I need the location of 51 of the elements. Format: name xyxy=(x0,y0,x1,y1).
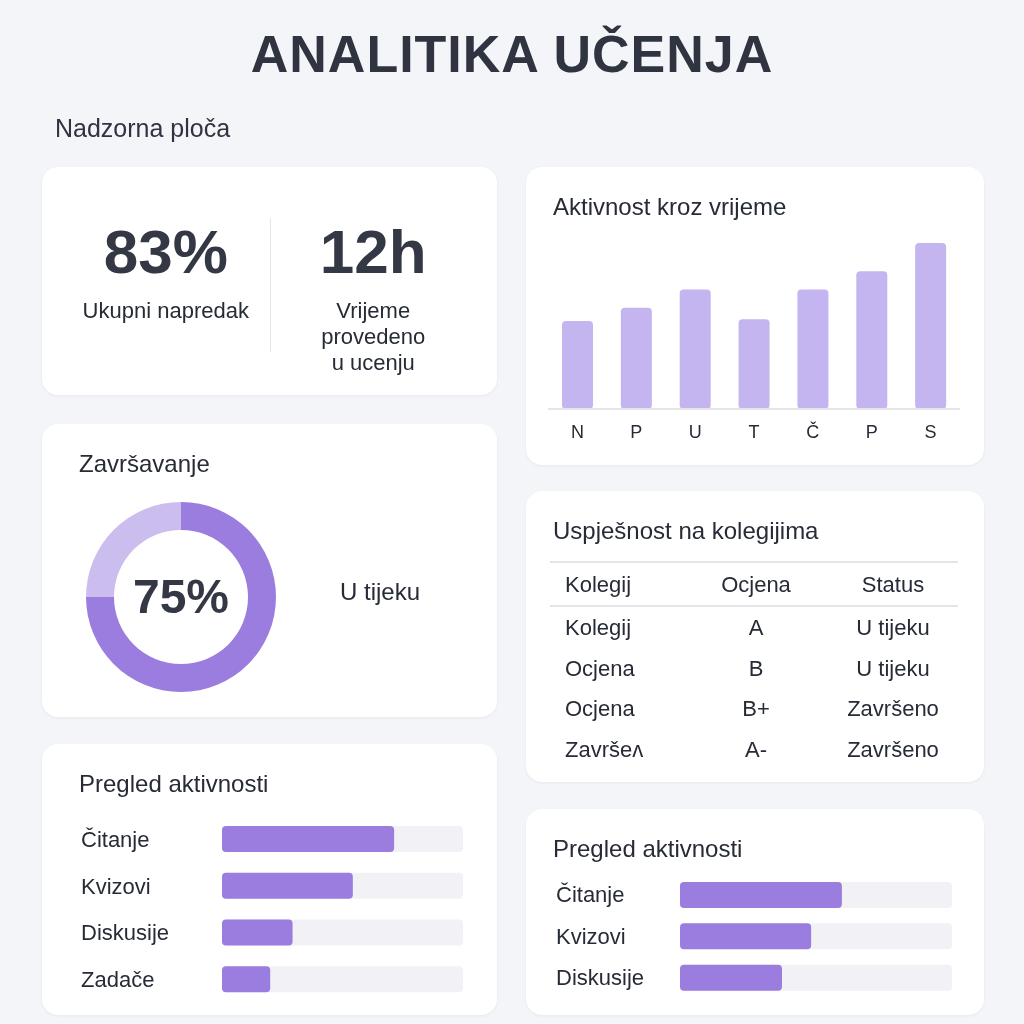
y-tick-label: Diskusije xyxy=(81,920,170,946)
text: Nadzorna ploča xyxy=(55,113,231,144)
chart-title: Završavanje xyxy=(79,450,210,478)
text: 83% xyxy=(102,217,229,287)
chart-title: Pregled aktivnosti xyxy=(553,835,743,863)
text: Kolegij xyxy=(565,615,632,641)
text: A- xyxy=(744,736,768,763)
bar xyxy=(915,243,947,409)
y-tick-label: Čitanje xyxy=(81,826,150,852)
text: Vrijeme provedeno u ucenju xyxy=(320,298,427,376)
text: Uspješnost na kolegijima xyxy=(553,517,819,545)
bar xyxy=(856,271,888,409)
y-tick-label: Kvizovi xyxy=(81,873,151,899)
text: Ocjena xyxy=(565,696,635,722)
bar xyxy=(738,319,770,409)
x-tick-label: U xyxy=(688,421,702,442)
bar xyxy=(679,289,711,409)
text: 12h xyxy=(318,217,428,287)
bar xyxy=(562,321,593,409)
bar xyxy=(797,289,829,409)
y-tick-label: Diskusije xyxy=(556,964,645,990)
text: Kolegij xyxy=(565,572,632,598)
text: Ocjena xyxy=(565,655,635,682)
chart-title: Pregled aktivnosti xyxy=(79,770,269,798)
x-tick-label: S xyxy=(924,421,937,442)
donut-slice xyxy=(86,502,276,692)
text: B xyxy=(747,655,765,682)
text: Završeno xyxy=(846,736,940,763)
y-tick-label: Čitanje xyxy=(556,882,625,908)
text: Ukupni napredak xyxy=(81,298,250,324)
bar xyxy=(222,966,271,993)
text: Ocjena xyxy=(720,572,792,598)
y-tick-label: Zadače xyxy=(81,967,155,993)
x-tick-label: Č xyxy=(806,420,820,442)
text: ANALITIKA UČENJA xyxy=(249,24,775,84)
x-tick-label: P xyxy=(865,421,878,442)
text: U tijeku xyxy=(855,655,931,682)
text: U tijeku xyxy=(855,615,931,641)
x-tick-label: P xyxy=(630,421,643,442)
x-tick-label: T xyxy=(748,421,760,442)
text: Završeʌ xyxy=(565,736,644,763)
text: 75% xyxy=(131,569,231,625)
text: B+ xyxy=(741,696,771,722)
chart-title: Aktivnost kroz vrijeme xyxy=(553,193,787,221)
text: Završeno xyxy=(846,696,940,722)
text: U tijeku xyxy=(340,578,421,606)
y-tick-label: Kvizovi xyxy=(556,923,626,949)
text: Status xyxy=(860,572,926,598)
text: A xyxy=(747,615,765,641)
bar xyxy=(620,307,652,409)
x-tick-label: N xyxy=(570,421,584,442)
